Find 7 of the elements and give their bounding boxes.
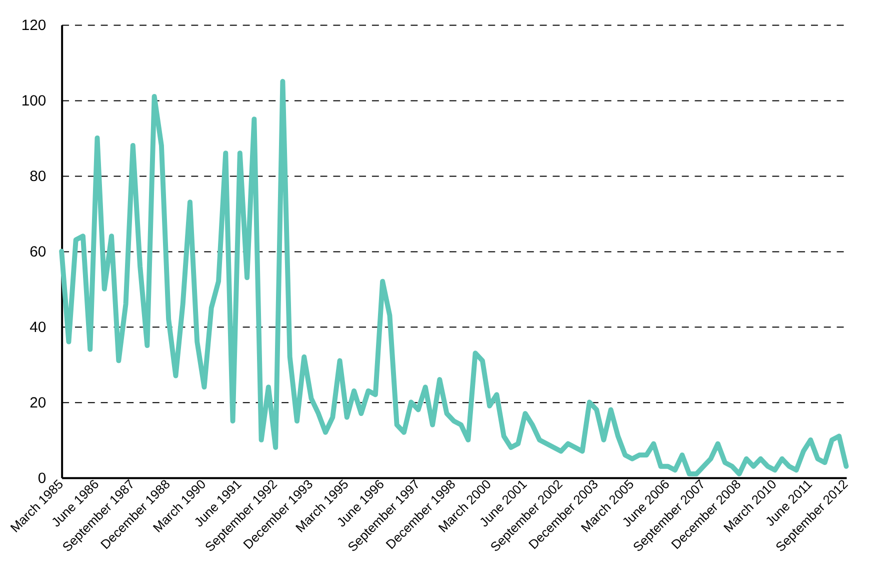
- y-tick-label: 20: [30, 396, 46, 412]
- y-tick-label: 40: [30, 320, 46, 336]
- y-tick-label: 100: [21, 94, 46, 110]
- line-series: [59, 78, 849, 476]
- y-tick-label: 80: [30, 169, 46, 186]
- y-tick-label: 120: [21, 18, 46, 34]
- y-tick-label: 60: [30, 244, 46, 261]
